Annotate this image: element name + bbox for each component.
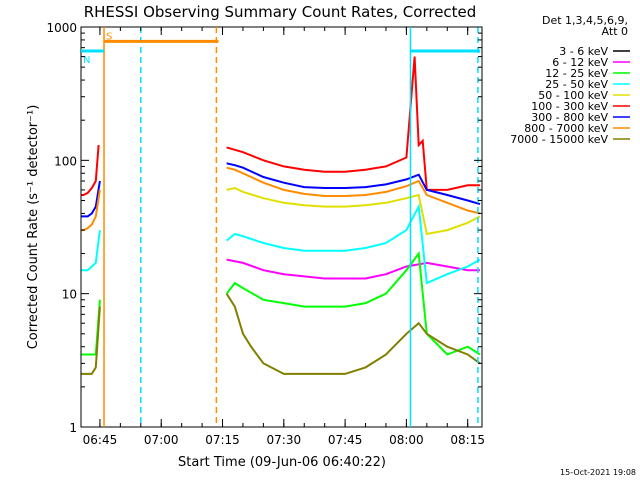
y-tick-label: 1	[69, 421, 77, 435]
x-axis-label: Start Time (09-Jun-06 06:40:22)	[178, 455, 386, 470]
legend-entry-label: 50 - 100 keV	[538, 89, 608, 102]
y-tick-label: 10	[62, 288, 77, 302]
series-line	[81, 229, 101, 272]
legend-entry-label: 100 - 300 keV	[531, 100, 608, 113]
series-line	[226, 56, 480, 191]
legend-entry-label: 7000 - 15000 keV	[510, 133, 608, 146]
legend-entry-label: 12 - 25 keV	[545, 67, 608, 80]
series-line	[226, 166, 481, 215]
chart-title: RHESSI Observing Summary Count Rates, Co…	[84, 3, 477, 21]
flags-layer: SN	[81, 31, 480, 66]
y-axis-label: Corrected Count Rate (s⁻¹ detector⁻¹)	[26, 105, 41, 350]
flag-label: N	[83, 55, 90, 66]
series-line	[81, 306, 101, 375]
series-line	[81, 145, 100, 196]
x-tick-label: 07:15	[205, 433, 240, 447]
series-line	[225, 293, 481, 375]
x-tick-label: 07:45	[328, 433, 363, 447]
series-line	[226, 186, 481, 236]
legend-entry-label: 3 - 6 keV	[559, 45, 608, 58]
data-layer	[81, 56, 481, 375]
legend-entry-label: 25 - 50 keV	[545, 78, 608, 91]
legend-entry-label: 6 - 12 keV	[552, 56, 608, 69]
x-tick-label: 07:30	[267, 433, 302, 447]
x-tick-label: 08:15	[450, 433, 485, 447]
series-line	[226, 162, 481, 206]
timestamp-label: 15-Oct-2021 19:08	[560, 468, 636, 477]
flag-label: S	[106, 31, 112, 42]
legend-entry-label: 800 - 7000 keV	[524, 122, 608, 135]
x-tick-label: 07:00	[144, 433, 179, 447]
y-tick-label: 100	[54, 154, 77, 168]
x-tick-label: 08:00	[389, 433, 424, 447]
series-line	[81, 180, 101, 218]
axes-layer: 06:45 07:00 07:15 07:30 07:45 08:00 08:15 1 10 10…	[46, 21, 485, 447]
legend-header: Att 0	[602, 25, 628, 38]
series-line	[225, 203, 481, 285]
series-line	[225, 250, 481, 356]
y-tick-label: 1000	[46, 21, 77, 35]
plot-area	[80, 26, 483, 428]
legend-entry-label: 300 - 800 keV	[531, 111, 608, 124]
x-tick-label: 06:45	[83, 433, 118, 447]
series-line	[226, 258, 480, 280]
legend-header: Det 1,3,4,5,6,9,	[542, 14, 628, 27]
markers-layer	[103, 27, 479, 427]
